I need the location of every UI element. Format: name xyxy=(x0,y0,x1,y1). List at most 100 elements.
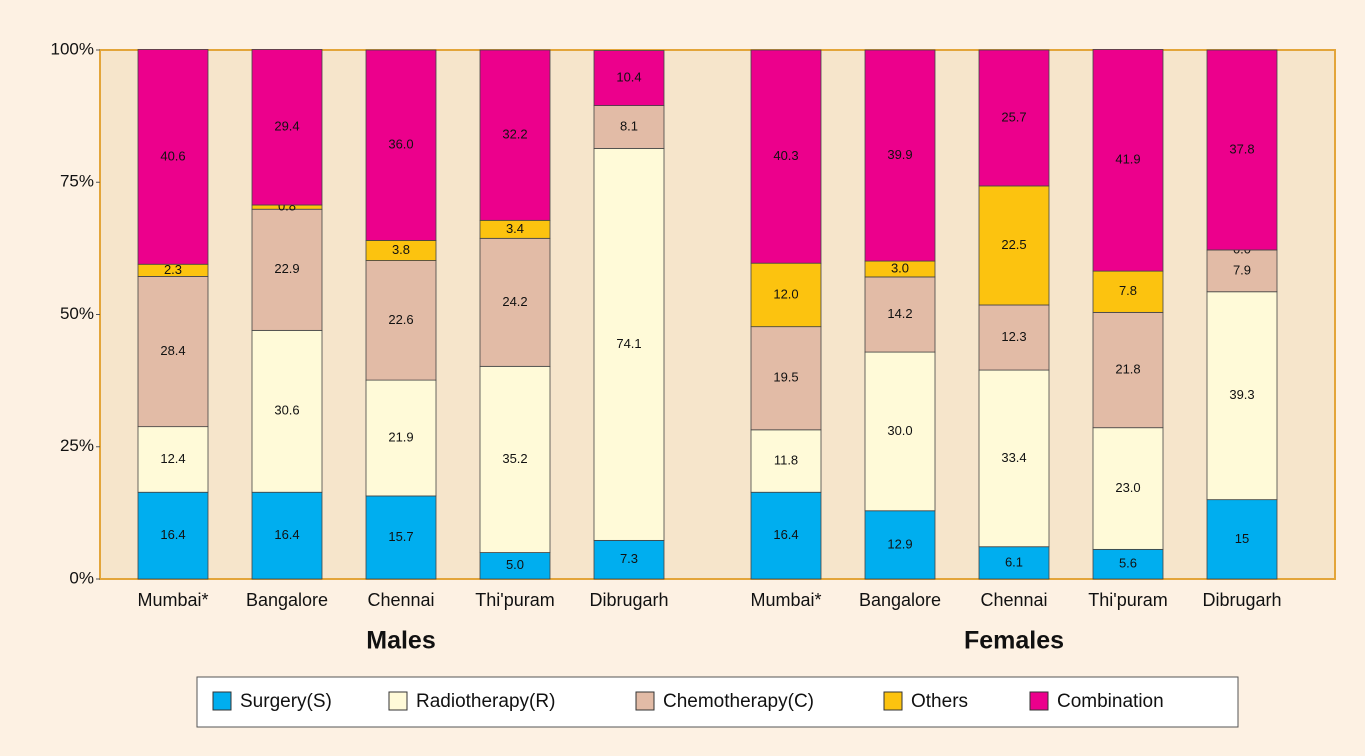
value-label: 22.5 xyxy=(1001,237,1026,252)
legend-swatch xyxy=(212,691,232,711)
x-tick-label: Dibrugarh xyxy=(589,590,668,610)
value-label: 25.7 xyxy=(1001,109,1026,124)
bar-segment xyxy=(750,326,822,431)
value-label: 32.2 xyxy=(502,127,527,142)
x-tick-label: Thi'puram xyxy=(1088,590,1167,610)
value-label: 40.6 xyxy=(160,148,185,163)
legend-swatch xyxy=(635,691,655,711)
y-tick-label: 75% xyxy=(60,172,94,191)
value-label: 16.4 xyxy=(274,527,299,542)
x-tick-label: Chennai xyxy=(980,590,1047,610)
bar-segment xyxy=(978,304,1050,371)
bar-segment xyxy=(251,49,323,206)
bar-segment xyxy=(1206,49,1278,251)
bar-segment xyxy=(1092,270,1164,313)
bar-segment xyxy=(593,539,665,580)
x-tick-label: Mumbai* xyxy=(750,590,821,610)
value-label: 3.0 xyxy=(891,260,909,275)
legend-label: Radiotherapy(R) xyxy=(416,691,555,712)
value-label: 35.2 xyxy=(502,451,527,466)
value-label: 28.4 xyxy=(160,343,185,358)
bar-segment xyxy=(251,329,323,493)
value-label: 5.6 xyxy=(1119,556,1137,571)
value-label: 5.0 xyxy=(506,557,524,572)
value-label: 39.9 xyxy=(887,147,912,162)
x-tick-label: Thi'puram xyxy=(475,590,554,610)
y-tick-label: 50% xyxy=(60,304,94,323)
bar-segment xyxy=(864,510,936,580)
legend-label: Surgery(S) xyxy=(240,691,332,712)
bar-segment xyxy=(251,491,323,580)
value-label: 6.1 xyxy=(1005,554,1023,569)
value-label: 14.2 xyxy=(887,306,912,321)
bar-segment xyxy=(479,237,551,367)
value-label: 3.8 xyxy=(392,242,410,257)
value-label: 74.1 xyxy=(616,336,641,351)
bar-segment xyxy=(1092,49,1164,272)
value-label: 3.4 xyxy=(506,221,524,236)
value-label: 30.0 xyxy=(887,423,912,438)
legend-label: Others xyxy=(911,691,968,712)
bar-segment xyxy=(593,147,665,541)
bar-segment xyxy=(750,262,822,328)
value-label: 15.7 xyxy=(388,529,413,544)
value-label: 22.9 xyxy=(274,261,299,276)
bar-segment xyxy=(750,491,822,580)
value-label: 22.6 xyxy=(388,312,413,327)
x-tick-label: Bangalore xyxy=(246,590,328,610)
bar-segment xyxy=(1092,427,1164,550)
value-label: 24.2 xyxy=(502,294,527,309)
value-label: 19.5 xyxy=(773,370,798,385)
bar-segment xyxy=(251,208,323,331)
x-tick-label: Bangalore xyxy=(859,590,941,610)
legend xyxy=(196,676,1239,728)
bar-segment xyxy=(479,49,551,221)
legend-swatch xyxy=(883,691,903,711)
value-label: 12.3 xyxy=(1001,329,1026,344)
bar-segment xyxy=(365,260,437,381)
legend-swatch xyxy=(388,691,408,711)
legend-label: Combination xyxy=(1057,691,1164,712)
bar-segment xyxy=(1206,249,1278,293)
value-label: 11.8 xyxy=(774,452,798,467)
bar-segment xyxy=(864,351,936,512)
bar-segment xyxy=(479,365,551,553)
legend-label: Chemotherapy(C) xyxy=(663,691,814,712)
value-label: 7.3 xyxy=(620,551,638,566)
value-label: 29.4 xyxy=(274,119,299,134)
value-label: 15 xyxy=(1235,531,1249,546)
value-label: 40.3 xyxy=(773,148,798,163)
bar-segment xyxy=(1092,548,1164,580)
value-label: 39.3 xyxy=(1229,387,1254,402)
value-label: 37.8 xyxy=(1229,141,1254,156)
value-label: 36.0 xyxy=(388,137,413,152)
bar-segment xyxy=(479,552,551,580)
x-tick-label: Dibrugarh xyxy=(1202,590,1281,610)
y-tick-label: 0% xyxy=(69,568,94,587)
value-label: 16.4 xyxy=(773,527,798,542)
group-label: Males xyxy=(366,627,435,655)
bar-segment xyxy=(1092,311,1164,429)
value-label: 10.4 xyxy=(616,69,641,84)
bar-segment xyxy=(978,369,1050,548)
value-label: 41.9 xyxy=(1115,152,1140,167)
bar-segment xyxy=(978,185,1050,306)
value-label: 12.0 xyxy=(773,286,798,301)
legend-swatch xyxy=(1029,691,1049,711)
value-label: 21.8 xyxy=(1115,361,1140,376)
value-label: 2.3 xyxy=(164,262,182,277)
value-label: 21.9 xyxy=(388,429,413,444)
bar-segment xyxy=(750,49,822,264)
y-tick-label: 100% xyxy=(51,39,94,58)
value-label: 33.4 xyxy=(1001,450,1026,465)
bar-segment xyxy=(1206,499,1278,580)
value-label: 16.4 xyxy=(160,527,185,542)
bar-segment xyxy=(365,379,437,497)
value-label: 7.9 xyxy=(1233,262,1251,277)
bar-segment xyxy=(978,546,1050,580)
value-label: 8.1 xyxy=(620,118,638,133)
group-label: Females xyxy=(964,627,1064,655)
y-tick-label: 25% xyxy=(60,436,94,455)
value-label: 30.6 xyxy=(274,403,299,418)
